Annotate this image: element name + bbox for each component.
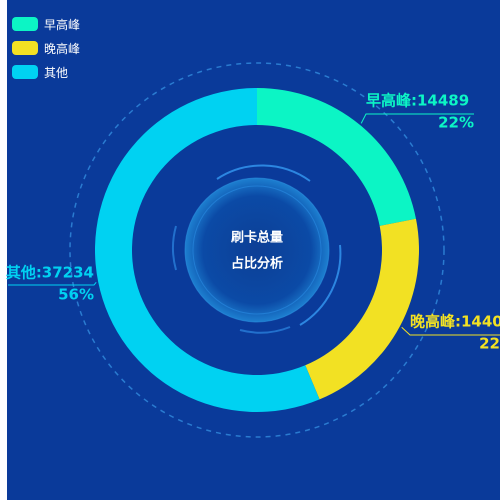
center-arc-right <box>299 244 342 326</box>
center-decoration <box>171 164 342 334</box>
center-subtitle: 占比分析 <box>231 256 283 272</box>
donut-slice-morning-peak[interactable] <box>257 88 416 226</box>
center-arc-top <box>216 164 311 182</box>
legend: 早高峰 晚高峰 其他 <box>12 12 80 84</box>
donut-slices <box>94 87 419 412</box>
leader-line-morning-peak <box>360 113 474 124</box>
legend-swatch-other <box>12 65 38 79</box>
legend-item-morning-peak[interactable]: 早高峰 <box>12 12 80 36</box>
center-inner-ring <box>192 185 322 315</box>
outer-dashed-ring <box>69 62 445 438</box>
slice-value-label-other: 其他:37234 <box>6 264 94 282</box>
label-leader-lines <box>8 113 500 336</box>
legend-swatch-morning-peak <box>12 17 38 31</box>
center-glow-disc <box>184 177 330 323</box>
left-edge-strip <box>0 0 7 500</box>
slice-percent-label-morning-peak: 22% <box>438 114 474 132</box>
slice-value-label-morning-peak: 早高峰:14489 <box>366 92 469 110</box>
donut-slice-evening-peak[interactable] <box>305 218 419 400</box>
slice-percent-label-other: 56% <box>58 286 94 304</box>
legend-label-morning-peak: 早高峰 <box>44 17 81 32</box>
legend-item-other[interactable]: 其他 <box>12 60 80 84</box>
legend-item-evening-peak[interactable]: 晚高峰 <box>12 36 80 60</box>
slice-percent-label-evening-peak: 22 <box>479 335 500 353</box>
legend-label-other: 其他 <box>44 65 69 80</box>
legend-label-evening-peak: 晚高峰 <box>44 41 81 56</box>
donut-slice-other[interactable] <box>94 87 320 412</box>
legend-swatch-evening-peak <box>12 41 38 55</box>
leader-line-evening-peak <box>401 326 500 336</box>
center-title: 刷卡总量 <box>231 230 283 246</box>
center-arc-left <box>171 225 177 271</box>
leader-line-other <box>8 281 97 286</box>
center-arc-bottom <box>239 326 291 334</box>
slice-value-label-evening-peak: 晚高峰:1440 <box>410 313 500 331</box>
